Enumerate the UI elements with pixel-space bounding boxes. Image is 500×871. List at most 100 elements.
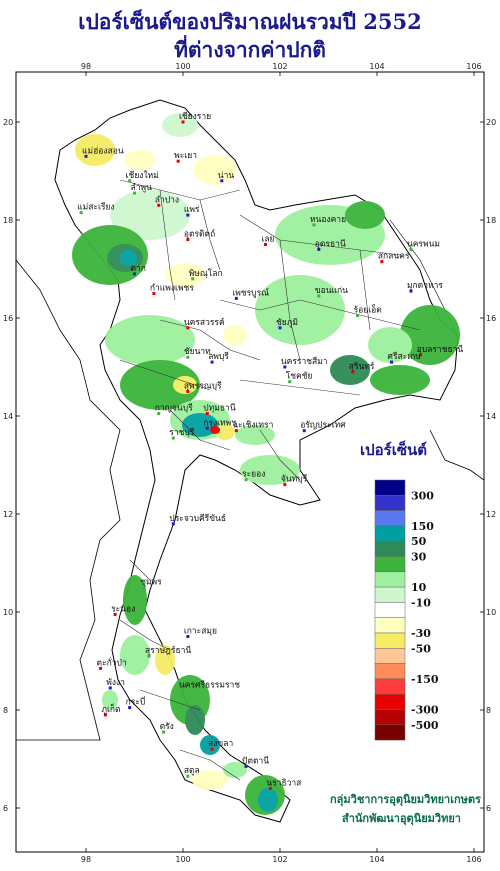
- station-marker: [147, 654, 151, 658]
- station-marker: [244, 764, 248, 768]
- station-marker: [113, 612, 117, 616]
- lat-tick-right: 6: [486, 804, 491, 813]
- place-label: ฉะเชิงเทรา: [232, 421, 273, 431]
- place-label: ภูเก็ต: [101, 703, 120, 715]
- legend-swatch: [374, 724, 406, 741]
- place-label: สุรินทร์: [349, 361, 375, 372]
- station-marker: [157, 203, 161, 207]
- place-label: สตูล: [184, 766, 200, 776]
- place-label: อุดรธานี: [315, 238, 346, 249]
- place-label: เชียงราย: [179, 111, 211, 122]
- place-label: พิษณุโลก: [189, 268, 223, 279]
- place-label: ชัยภูมิ: [276, 318, 298, 328]
- place-label: หนองคาย: [310, 215, 346, 225]
- legend-label: 300: [411, 489, 434, 502]
- lon-tick-bottom: 106: [466, 855, 481, 864]
- station-marker: [186, 774, 190, 778]
- station-marker: [312, 223, 316, 227]
- place-label: กาญจนบุรี: [155, 403, 193, 414]
- station-marker: [186, 213, 190, 217]
- map-title-line2: ที่ต่างจากค่าปกติ: [174, 37, 326, 62]
- legend-swatch: [374, 540, 406, 557]
- lon-tick-top: 106: [466, 62, 481, 71]
- station-marker: [157, 412, 161, 416]
- station-marker: [380, 260, 384, 264]
- station-marker: [186, 635, 190, 638]
- station-marker: [181, 120, 185, 124]
- station-marker: [84, 154, 88, 158]
- lat-tick-right: 8: [486, 706, 491, 715]
- station-marker: [302, 429, 306, 433]
- station-marker: [128, 179, 132, 183]
- map-title-line1: เปอร์เซ็นต์ของปริมาณฝนรวมปี 2552: [78, 9, 422, 34]
- place-label: แม่ฮ่องสอน: [82, 146, 124, 156]
- station-marker: [244, 478, 248, 482]
- place-label: ศรีสะเกษ: [388, 351, 422, 362]
- place-label: เพชรบูรณ์: [232, 287, 269, 298]
- station-marker: [283, 483, 287, 487]
- place-label: นครศรีธรรมราช: [179, 679, 240, 690]
- legend-label: -50: [411, 642, 431, 655]
- station-marker: [351, 370, 355, 374]
- place-label: เกาะสมุย: [184, 627, 217, 637]
- legend-swatch: [374, 495, 406, 511]
- legend-label: 150: [411, 520, 434, 533]
- place-label: ปทุมธานี: [203, 403, 236, 414]
- station-marker: [79, 211, 83, 215]
- legend-label: -10: [411, 596, 431, 609]
- lat-tick-right: 18: [486, 216, 496, 225]
- place-label: พังงา: [106, 678, 125, 688]
- lat-tick-left: 14: [3, 412, 13, 421]
- station-marker: [128, 706, 132, 710]
- lat-tick-right: 10: [486, 608, 496, 617]
- station-marker: [278, 326, 282, 330]
- station-marker: [205, 426, 209, 430]
- legend-swatches: [374, 479, 406, 741]
- place-label: เลย: [261, 235, 274, 245]
- place-label: นครราชสีมา: [281, 356, 328, 367]
- place-label: สงขลา: [208, 739, 233, 749]
- place-label: ลพบุรี: [208, 351, 229, 362]
- station-marker: [268, 786, 272, 790]
- legend-swatch: [374, 556, 406, 573]
- place-label: ลำพูน: [131, 183, 153, 193]
- legend-swatch: [374, 602, 406, 618]
- place-label: ตรัง: [160, 722, 174, 732]
- credit-line1: กลุ่มวิชาการอุตุนิยมวิทยาเกษตร: [330, 793, 481, 807]
- station-marker: [390, 360, 394, 364]
- place-label: ชุมพร: [140, 578, 162, 588]
- lat-tick-right: 12: [486, 510, 496, 519]
- station-marker: [234, 296, 238, 300]
- station-marker: [176, 159, 180, 163]
- place-label: เชียงใหม่: [126, 170, 159, 181]
- place-label: สกลนคร: [378, 252, 410, 262]
- place-label: ปัตตานี: [242, 755, 269, 766]
- station-marker: [133, 272, 136, 276]
- station-marker: [191, 277, 195, 281]
- place-label: นครพนม: [407, 239, 440, 249]
- legend-swatch: [374, 586, 406, 603]
- station-marker: [210, 360, 214, 364]
- station-marker: [283, 365, 287, 369]
- place-label: ลำปาง: [155, 195, 179, 205]
- station-marker: [409, 289, 413, 293]
- station-marker: [288, 380, 292, 384]
- place-label: น่าน: [218, 171, 235, 181]
- station-marker: [181, 688, 185, 692]
- legend-label: 10: [411, 581, 427, 594]
- place-label: อุตรดิตถ์: [184, 229, 215, 240]
- station-marker: [186, 238, 190, 242]
- station-marker: [205, 412, 209, 416]
- legend-labels: 300 150 50 30 10 -10 -30 -50 -150 -300 -500: [411, 489, 439, 732]
- legend-swatch: [374, 709, 406, 726]
- place-label: โชคชัย: [286, 371, 313, 382]
- lat-tick-left: 20: [3, 118, 13, 127]
- legend-swatch: [374, 617, 406, 634]
- lon-tick-bottom: 100: [175, 855, 190, 864]
- place-label: กำแพงเพชร: [150, 284, 194, 294]
- cambodia-coast: [429, 429, 484, 481]
- station-marker: [171, 436, 175, 440]
- station-marker: [133, 191, 136, 195]
- anomaly-patches: [72, 113, 460, 815]
